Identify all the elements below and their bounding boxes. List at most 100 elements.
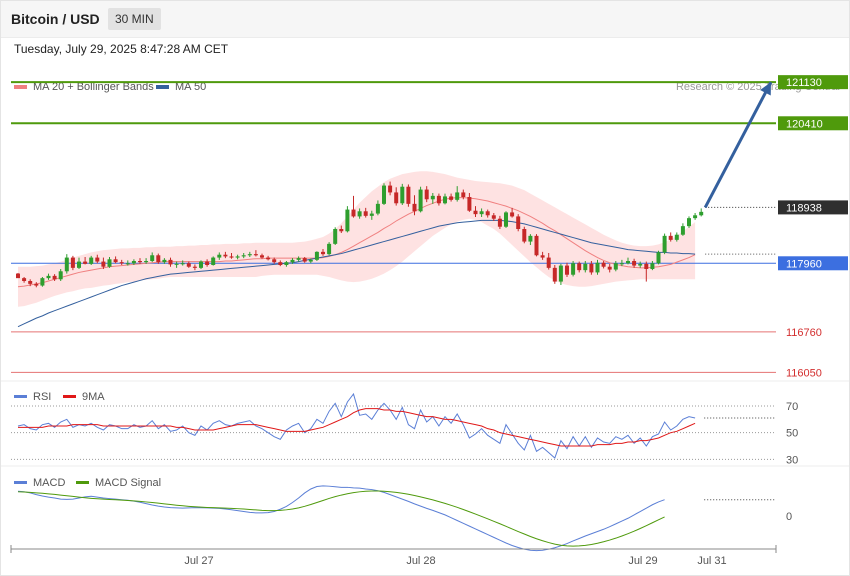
candle: [400, 186, 405, 204]
candle: [192, 266, 197, 268]
candle: [644, 263, 649, 269]
candle: [247, 254, 252, 256]
candle: [40, 278, 45, 286]
candle: [607, 266, 612, 270]
support-level-label: 116760: [786, 327, 822, 339]
candle: [382, 185, 386, 204]
candle: [687, 218, 691, 227]
resistance-level-tag: [778, 116, 848, 131]
macd-signal-legend-swatch: [76, 481, 89, 484]
resistance-level-tag: [778, 75, 848, 90]
last-price-tag: [778, 200, 848, 215]
candle: [95, 257, 100, 262]
rsi-legend-label: RSI: [33, 391, 51, 403]
candle: [327, 243, 332, 255]
candle: [473, 210, 478, 215]
candle: [138, 261, 142, 263]
candle: [601, 262, 606, 267]
candle: [290, 259, 295, 263]
candle: [656, 252, 661, 264]
candle: [345, 209, 350, 232]
ma50-line: [17, 219, 696, 328]
candle: [357, 211, 362, 217]
candle: [272, 259, 277, 263]
candle: [497, 218, 502, 227]
rsi-line: [17, 392, 696, 459]
candle: [485, 211, 490, 216]
candle: [339, 229, 344, 232]
candle: [680, 226, 685, 235]
candle: [302, 258, 307, 262]
candle: [430, 195, 435, 200]
timeframe-button[interactable]: 30 MIN: [108, 8, 161, 30]
candle: [674, 234, 679, 240]
rsi-ma-line: [18, 408, 696, 447]
candle: [540, 255, 545, 258]
candle: [333, 229, 338, 244]
ma20-legend-label: MA 20 + Bollinger Bands: [33, 81, 154, 93]
candle: [571, 263, 576, 275]
ma20-line: [17, 197, 696, 288]
candle: [308, 259, 313, 262]
candle: [205, 261, 210, 265]
candle: [534, 235, 539, 256]
candle: [583, 263, 588, 271]
candle: [52, 275, 57, 280]
candle: [412, 203, 417, 212]
candle: [199, 261, 203, 268]
candle: [64, 257, 69, 272]
candle: [107, 259, 112, 267]
ma50-legend-swatch: [156, 85, 169, 89]
last-price-label: 118938: [786, 202, 822, 214]
candle: [638, 263, 643, 266]
candle: [375, 203, 380, 214]
candle: [156, 255, 161, 263]
candle: [211, 257, 216, 265]
candle: [180, 263, 185, 265]
candle: [150, 255, 155, 261]
candle: [406, 186, 411, 204]
resistance-level-label: 120410: [786, 118, 823, 130]
candle: [260, 255, 264, 258]
candle: [70, 257, 75, 268]
candle: [699, 211, 704, 216]
candle: [314, 251, 319, 260]
candle: [693, 215, 698, 219]
candle: [504, 212, 508, 227]
candle: [77, 261, 81, 268]
candle: [125, 263, 130, 265]
rsi-legend-swatch: [14, 395, 27, 398]
candle: [528, 235, 533, 242]
candle: [253, 254, 258, 256]
candle: [613, 263, 618, 270]
macd-legend-label: MACD: [33, 477, 65, 489]
rsi-ma-legend-swatch: [63, 395, 76, 398]
candle: [369, 213, 374, 216]
candle: [565, 265, 569, 275]
candle: [113, 259, 118, 263]
candle: [455, 192, 460, 200]
candle: [619, 263, 624, 265]
candle: [321, 251, 325, 255]
candle: [229, 256, 234, 258]
candle: [510, 212, 515, 217]
rsi-tick-label: 70: [786, 401, 798, 413]
pivot-level-tag: [778, 256, 848, 271]
candle: [174, 263, 179, 265]
candle: [144, 261, 149, 263]
candle: [28, 281, 33, 284]
candle: [461, 192, 466, 197]
candle: [650, 263, 655, 269]
candle: [284, 262, 289, 265]
ma50-legend-label: MA 50: [175, 81, 206, 93]
candle: [388, 185, 393, 193]
macd-legend-swatch: [14, 481, 27, 484]
candle: [168, 259, 173, 265]
candle: [223, 254, 228, 257]
candle: [589, 263, 594, 273]
candle: [131, 261, 136, 264]
x-tick-label: Jul 31: [697, 555, 726, 567]
candle: [577, 263, 582, 271]
candle: [278, 262, 283, 265]
